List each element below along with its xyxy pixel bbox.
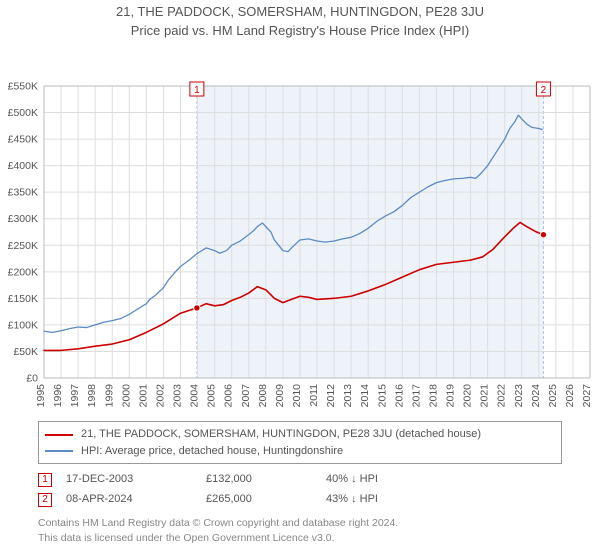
svg-text:2021: 2021 — [479, 384, 491, 408]
event-date: 17-DEC-2003 — [66, 470, 206, 490]
svg-text:1995: 1995 — [35, 384, 47, 408]
svg-text:£400K: £400K — [8, 161, 38, 173]
svg-text:2018: 2018 — [427, 384, 439, 408]
svg-text:£550K: £550K — [8, 81, 38, 93]
legend-label: HPI: Average price, detached house, Hunt… — [81, 443, 343, 460]
svg-text:2000: 2000 — [120, 384, 132, 408]
svg-text:£250K: £250K — [8, 240, 38, 252]
legend-label: 21, THE PADDOCK, SOMERSHAM, HUNTINGDON, … — [81, 426, 481, 443]
svg-text:£350K: £350K — [8, 187, 38, 199]
svg-text:£150K: £150K — [8, 293, 38, 305]
svg-text:2025: 2025 — [547, 384, 559, 408]
svg-text:2004: 2004 — [189, 384, 201, 408]
footnote-line: Contains HM Land Registry data © Crown c… — [38, 516, 562, 531]
svg-text:2026: 2026 — [564, 384, 576, 408]
svg-text:2005: 2005 — [206, 384, 218, 408]
svg-text:2016: 2016 — [393, 384, 405, 408]
svg-text:£450K: £450K — [8, 134, 38, 146]
event-marker: 2 — [38, 493, 52, 507]
legend-item: 21, THE PADDOCK, SOMERSHAM, HUNTINGDON, … — [45, 426, 555, 443]
svg-text:£200K: £200K — [8, 267, 38, 279]
svg-text:2009: 2009 — [274, 384, 286, 408]
event-table: 1 17-DEC-2003£132,00040% ↓ HPI 2 08-APR-202… — [38, 470, 562, 510]
event-delta: 40% ↓ HPI — [326, 470, 378, 490]
event-marker: 1 — [38, 473, 52, 487]
svg-text:2027: 2027 — [581, 384, 593, 408]
svg-text:1998: 1998 — [86, 384, 98, 408]
svg-text:2013: 2013 — [342, 384, 354, 408]
svg-text:1997: 1997 — [69, 384, 81, 408]
svg-text:2014: 2014 — [359, 384, 371, 408]
chart-subtitle: Price paid vs. HM Land Registry's House … — [0, 21, 600, 41]
svg-text:2024: 2024 — [530, 384, 542, 408]
svg-text:2011: 2011 — [308, 384, 320, 407]
svg-text:2006: 2006 — [223, 384, 235, 408]
event-row: 2 08-APR-2024£265,00043% ↓ HPI — [38, 490, 562, 510]
svg-text:2001: 2001 — [137, 384, 149, 408]
svg-text:2: 2 — [541, 85, 547, 96]
svg-text:2008: 2008 — [257, 384, 269, 408]
event-row: 1 17-DEC-2003£132,00040% ↓ HPI — [38, 470, 562, 490]
footnote-line: This data is licensed under the Open Gov… — [38, 531, 562, 546]
footnotes: Contains HM Land Registry data © Crown c… — [38, 516, 562, 545]
svg-text:2022: 2022 — [496, 384, 508, 408]
line-chart: £0 £50K £100K £150K £200K £250K £300K £350K £400… — [0, 40, 600, 410]
event-price: £265,000 — [206, 490, 326, 510]
svg-text:2023: 2023 — [513, 384, 525, 408]
svg-text:2007: 2007 — [240, 384, 252, 408]
svg-text:2003: 2003 — [172, 384, 184, 408]
chart-area: £0 £50K £100K £150K £200K £250K £300K £350K £400… — [0, 40, 600, 415]
svg-text:£0: £0 — [26, 373, 38, 385]
svg-text:£500K: £500K — [8, 107, 38, 119]
svg-text:2017: 2017 — [410, 384, 422, 408]
event-delta: 43% ↓ HPI — [326, 490, 378, 510]
svg-text:£100K: £100K — [8, 320, 38, 332]
svg-text:2020: 2020 — [462, 384, 474, 408]
event-price: £132,000 — [206, 470, 326, 490]
svg-text:2019: 2019 — [445, 384, 457, 408]
svg-text:£300K: £300K — [8, 214, 38, 226]
svg-text:2002: 2002 — [154, 384, 166, 408]
event-date: 08-APR-2024 — [66, 490, 206, 510]
svg-text:1: 1 — [194, 85, 200, 96]
svg-text:1996: 1996 — [52, 384, 64, 408]
legend-swatch — [45, 434, 73, 436]
legend: 21, THE PADDOCK, SOMERSHAM, HUNTINGDON, … — [38, 421, 562, 464]
chart-title: 21, THE PADDOCK, SOMERSHAM, HUNTINGDON, … — [0, 4, 600, 21]
svg-text:2015: 2015 — [376, 384, 388, 408]
svg-text:£50K: £50K — [13, 346, 38, 358]
legend-swatch — [45, 450, 73, 452]
svg-text:2010: 2010 — [291, 384, 303, 408]
svg-text:1999: 1999 — [103, 384, 115, 408]
legend-item: HPI: Average price, detached house, Hunt… — [45, 443, 555, 460]
svg-text:2012: 2012 — [325, 384, 337, 408]
